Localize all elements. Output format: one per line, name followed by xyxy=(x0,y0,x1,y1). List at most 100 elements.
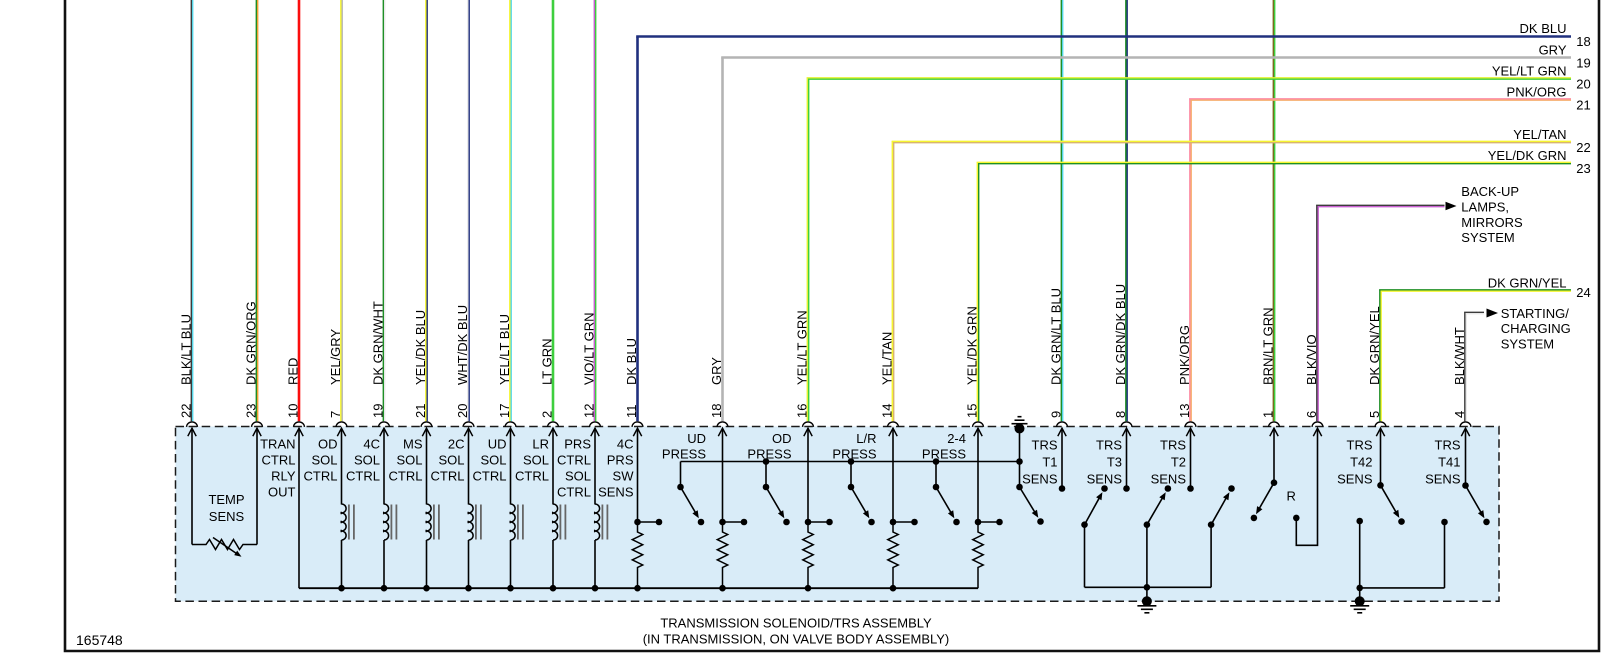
svg-text:YEL/DK BLU: YEL/DK BLU xyxy=(413,310,428,385)
svg-text:CTRL: CTRL xyxy=(557,453,591,468)
svg-text:OD: OD xyxy=(772,431,792,446)
svg-text:SYSTEM: SYSTEM xyxy=(1501,336,1554,351)
svg-text:SW: SW xyxy=(613,469,635,484)
svg-text:YEL/DK GRN: YEL/DK GRN xyxy=(1488,148,1567,163)
svg-text:SOL: SOL xyxy=(396,453,422,468)
svg-text:22: 22 xyxy=(1576,140,1590,155)
svg-text:GRY: GRY xyxy=(1539,43,1567,58)
svg-text:CTRL: CTRL xyxy=(389,469,423,484)
svg-text:YEL/LT GRN: YEL/LT GRN xyxy=(795,310,810,385)
svg-text:RLY: RLY xyxy=(271,469,296,484)
svg-text:TRS: TRS xyxy=(1160,438,1186,453)
svg-text:4: 4 xyxy=(1452,411,1467,418)
svg-text:L/R: L/R xyxy=(856,431,876,446)
svg-text:LAMPS,: LAMPS, xyxy=(1461,200,1509,215)
svg-text:TRANSMISSION SOLENOID/TRS ASSE: TRANSMISSION SOLENOID/TRS ASSEMBLY xyxy=(660,616,932,631)
svg-text:SOL: SOL xyxy=(438,453,464,468)
svg-text:SOL: SOL xyxy=(480,453,506,468)
svg-text:4C: 4C xyxy=(363,437,380,452)
svg-text:SENS: SENS xyxy=(1022,472,1058,487)
svg-text:TRS: TRS xyxy=(1096,438,1122,453)
svg-text:PRS: PRS xyxy=(607,453,634,468)
svg-text:T2: T2 xyxy=(1171,455,1186,470)
svg-text:19: 19 xyxy=(1576,56,1590,71)
svg-text:19: 19 xyxy=(371,404,386,418)
svg-text:21: 21 xyxy=(413,404,428,418)
svg-text:LT GRN: LT GRN xyxy=(540,339,555,385)
svg-text:MIRRORS: MIRRORS xyxy=(1461,215,1523,230)
svg-text:SOL: SOL xyxy=(311,453,337,468)
svg-text:WHT/DK BLU: WHT/DK BLU xyxy=(455,305,470,385)
svg-text:YEL/TAN: YEL/TAN xyxy=(880,332,895,385)
svg-text:BLK/LT BLU: BLK/LT BLU xyxy=(179,314,194,385)
svg-text:2-4: 2-4 xyxy=(947,431,966,446)
svg-text:20: 20 xyxy=(455,404,470,418)
svg-text:1: 1 xyxy=(1261,411,1276,418)
svg-text:SENS: SENS xyxy=(1337,472,1373,487)
svg-text:SENS: SENS xyxy=(1151,472,1187,487)
svg-text:PRESS: PRESS xyxy=(747,447,791,462)
svg-text:SENS: SENS xyxy=(598,485,634,500)
svg-text:R: R xyxy=(1287,489,1296,504)
svg-text:CTRL: CTRL xyxy=(557,485,591,500)
svg-text:6: 6 xyxy=(1304,411,1319,418)
svg-text:TRS: TRS xyxy=(1347,438,1373,453)
svg-text:(IN TRANSMISSION, ON VALVE BOD: (IN TRANSMISSION, ON VALVE BODY ASSEMBLY… xyxy=(643,632,950,647)
svg-text:CTRL: CTRL xyxy=(346,469,380,484)
svg-text:23: 23 xyxy=(244,404,259,418)
svg-text:DK GRN/YEL: DK GRN/YEL xyxy=(1367,306,1382,385)
svg-text:DK BLU: DK BLU xyxy=(1520,21,1567,36)
svg-text:DK GRN/ORG: DK GRN/ORG xyxy=(244,301,259,385)
svg-text:PRS: PRS xyxy=(564,437,591,452)
svg-text:UD: UD xyxy=(488,437,507,452)
svg-text:T1: T1 xyxy=(1042,455,1057,470)
svg-text:BLK/VIO: BLK/VIO xyxy=(1304,334,1319,385)
svg-text:11: 11 xyxy=(624,405,639,419)
svg-text:YEL/DK GRN: YEL/DK GRN xyxy=(965,306,980,385)
svg-text:BACK-UP: BACK-UP xyxy=(1461,184,1519,199)
svg-text:SENS: SENS xyxy=(1425,472,1461,487)
svg-text:SOL: SOL xyxy=(565,469,591,484)
svg-text:T3: T3 xyxy=(1107,455,1122,470)
svg-text:20: 20 xyxy=(1576,77,1590,92)
svg-text:TRS: TRS xyxy=(1435,438,1461,453)
svg-text:10: 10 xyxy=(286,404,301,418)
svg-text:STARTING/: STARTING/ xyxy=(1501,306,1570,321)
svg-text:23: 23 xyxy=(1576,161,1590,176)
svg-text:GRY: GRY xyxy=(709,357,724,385)
svg-text:TRS: TRS xyxy=(1032,438,1058,453)
svg-text:T42: T42 xyxy=(1350,455,1372,470)
svg-text:2C: 2C xyxy=(448,437,465,452)
svg-text:18: 18 xyxy=(1576,34,1590,49)
svg-text:CTRL: CTRL xyxy=(262,453,296,468)
svg-text:PRESS: PRESS xyxy=(922,447,966,462)
svg-text:8: 8 xyxy=(1113,411,1128,418)
svg-text:SENS: SENS xyxy=(1087,472,1123,487)
svg-text:DK GRN/LT BLU: DK GRN/LT BLU xyxy=(1049,288,1064,385)
svg-text:UD: UD xyxy=(687,431,706,446)
svg-text:15: 15 xyxy=(965,404,980,418)
svg-text:13: 13 xyxy=(1177,404,1192,418)
svg-text:22: 22 xyxy=(179,404,194,418)
svg-text:16: 16 xyxy=(795,404,810,418)
svg-text:CTRL: CTRL xyxy=(515,469,549,484)
svg-text:DK BLU: DK BLU xyxy=(624,338,639,385)
svg-text:VIO/LT GRN: VIO/LT GRN xyxy=(582,313,597,385)
svg-text:CTRL: CTRL xyxy=(431,469,465,484)
svg-text:7: 7 xyxy=(328,411,343,418)
svg-text:2: 2 xyxy=(540,411,555,418)
svg-text:PNK/ORG: PNK/ORG xyxy=(1177,325,1192,385)
svg-text:YEL/LT BLU: YEL/LT BLU xyxy=(497,314,512,385)
svg-text:18: 18 xyxy=(709,404,724,418)
svg-text:T41: T41 xyxy=(1438,455,1460,470)
svg-text:TRAN: TRAN xyxy=(260,437,295,452)
svg-text:TEMP: TEMP xyxy=(208,492,244,507)
svg-text:MS: MS xyxy=(403,437,423,452)
svg-text:CTRL: CTRL xyxy=(304,469,338,484)
svg-text:24: 24 xyxy=(1576,285,1590,300)
svg-text:PRESS: PRESS xyxy=(662,447,706,462)
svg-text:5: 5 xyxy=(1367,411,1382,418)
svg-text:165748: 165748 xyxy=(76,632,123,648)
svg-text:SOL: SOL xyxy=(523,453,549,468)
svg-text:LR: LR xyxy=(532,437,549,452)
